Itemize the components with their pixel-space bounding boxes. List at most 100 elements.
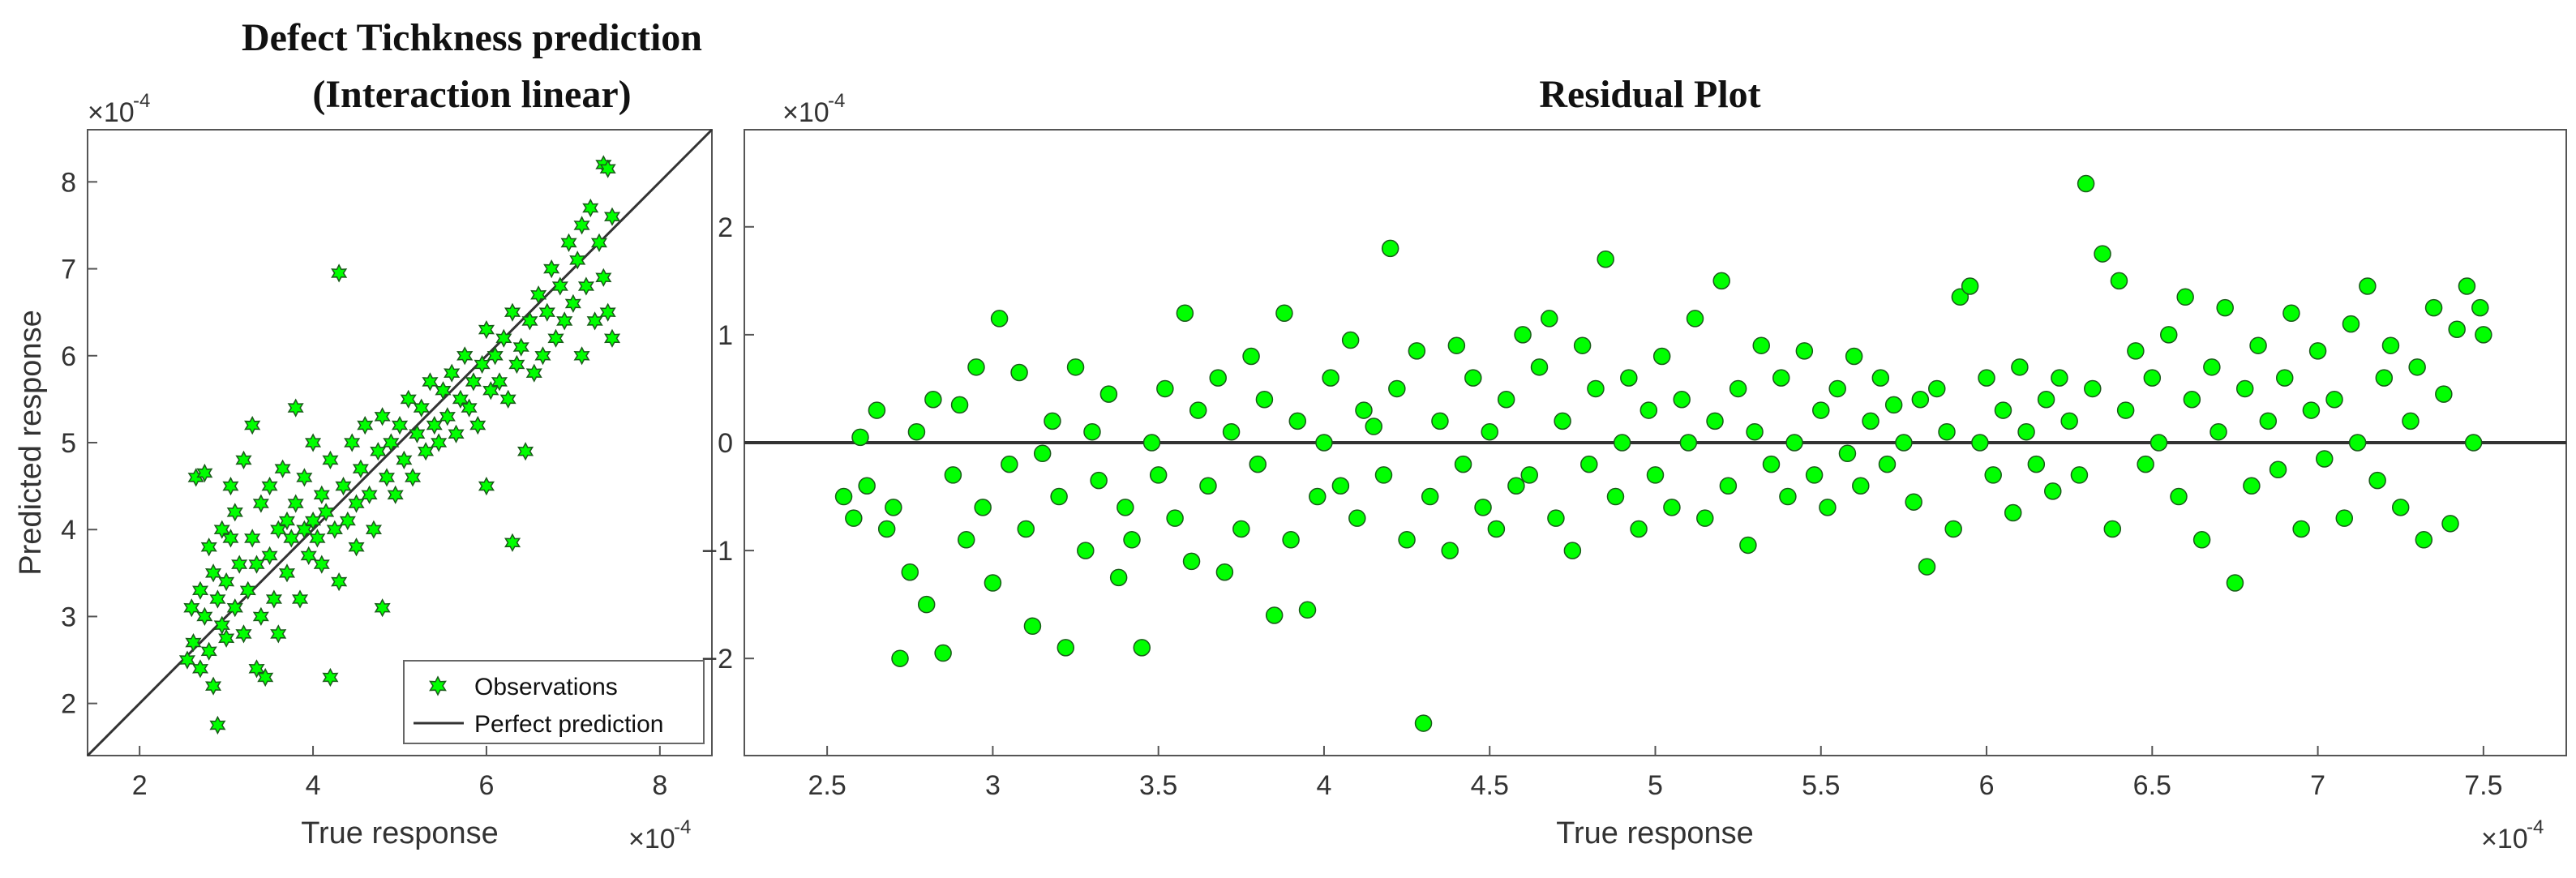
data-point (1033, 444, 1052, 463)
data-point (944, 466, 962, 484)
data-point (1209, 369, 1227, 387)
data-point (1365, 418, 1382, 435)
data-point (2183, 391, 2201, 409)
data-point (213, 615, 230, 635)
data-point (2044, 482, 2062, 500)
data-point (868, 401, 886, 419)
legend-box (403, 660, 705, 744)
data-point (209, 589, 226, 609)
data-point (261, 476, 278, 496)
x-tick-label: 6 (478, 770, 494, 801)
y-tick-label: 3 (61, 602, 76, 632)
data-point (521, 311, 538, 331)
data-point (448, 424, 465, 443)
data-point (2070, 466, 2089, 484)
data-point (1481, 422, 1498, 441)
y-tick-label: 6 (61, 341, 76, 372)
data-point (957, 531, 975, 549)
data-point (1752, 336, 1770, 354)
data-point (1984, 466, 2002, 484)
data-point (1255, 391, 1274, 409)
data-point (2316, 450, 2334, 468)
data-point (1374, 466, 1393, 484)
data-point (901, 563, 919, 581)
data-point (2060, 412, 2078, 430)
data-point (486, 346, 504, 366)
data-point (551, 276, 568, 296)
data-point (2282, 304, 2300, 323)
x-tick-label: 7 (2310, 770, 2325, 801)
data-point (934, 644, 952, 662)
data-point (278, 563, 295, 583)
data-point (2424, 298, 2443, 317)
data-point (1673, 391, 1691, 409)
data-point (248, 659, 265, 679)
data-point (1282, 531, 1300, 549)
data-point (1530, 358, 1549, 376)
y-exponent-base-right: ×10 (782, 97, 829, 128)
data-point (1597, 250, 1614, 268)
data-point (1994, 401, 2012, 419)
data-point (858, 477, 876, 495)
data-point (569, 251, 586, 270)
data-point (1706, 412, 1724, 430)
data-point (1712, 272, 1730, 290)
data-point (348, 538, 365, 557)
data-point (2269, 460, 2287, 479)
data-point (1189, 401, 1207, 419)
data-point (204, 563, 222, 583)
x-tick-label: 8 (652, 770, 667, 801)
data-point (231, 555, 248, 574)
y-tick-label: 2 (61, 689, 76, 720)
data-point (560, 233, 577, 253)
data-point (1464, 369, 1482, 387)
data-point (508, 354, 525, 375)
data-point (2292, 520, 2310, 538)
data-point (1828, 379, 1846, 398)
data-point (543, 259, 560, 279)
data-point (1341, 331, 1360, 349)
data-point (257, 667, 274, 687)
data-point (235, 450, 252, 470)
data-point (2435, 385, 2453, 403)
data-point (834, 487, 853, 506)
data-point (1017, 520, 1035, 538)
data-point (357, 415, 374, 435)
data-point (1176, 304, 1194, 323)
data-point (1447, 336, 1466, 354)
data-point (1838, 444, 1857, 463)
data-point (456, 346, 474, 366)
data-point (1944, 520, 1962, 538)
data-point (335, 476, 352, 496)
data-point (2077, 174, 2095, 193)
data-point (984, 574, 1002, 592)
data-point (192, 580, 209, 600)
x-exponent-power-left: -4 (674, 816, 691, 838)
y-tick-label: 0 (718, 428, 733, 459)
data-point (185, 632, 202, 653)
data-point (1242, 347, 1260, 366)
data-point (2110, 272, 2128, 290)
data-point (287, 398, 304, 418)
data-point (235, 624, 252, 644)
data-point (1961, 277, 1979, 295)
data-point (422, 372, 439, 392)
data-point (1156, 379, 1174, 398)
data-point (1652, 347, 1671, 366)
data-point (274, 459, 291, 478)
data-point (317, 503, 335, 522)
data-point (1719, 477, 1738, 495)
y-axis-label-left: Predicted response (14, 310, 48, 575)
data-point (374, 598, 391, 618)
data-point (209, 715, 226, 735)
data-point (1845, 347, 1863, 366)
data-point (200, 538, 217, 557)
data-point (452, 389, 469, 409)
data-point (409, 424, 426, 443)
data-point (1729, 379, 1747, 398)
data-point (192, 659, 209, 679)
data-point (431, 433, 448, 452)
chart-title-line-2: (Interaction linear) (312, 73, 631, 116)
data-point (2243, 477, 2261, 495)
data-point (1117, 499, 1134, 516)
